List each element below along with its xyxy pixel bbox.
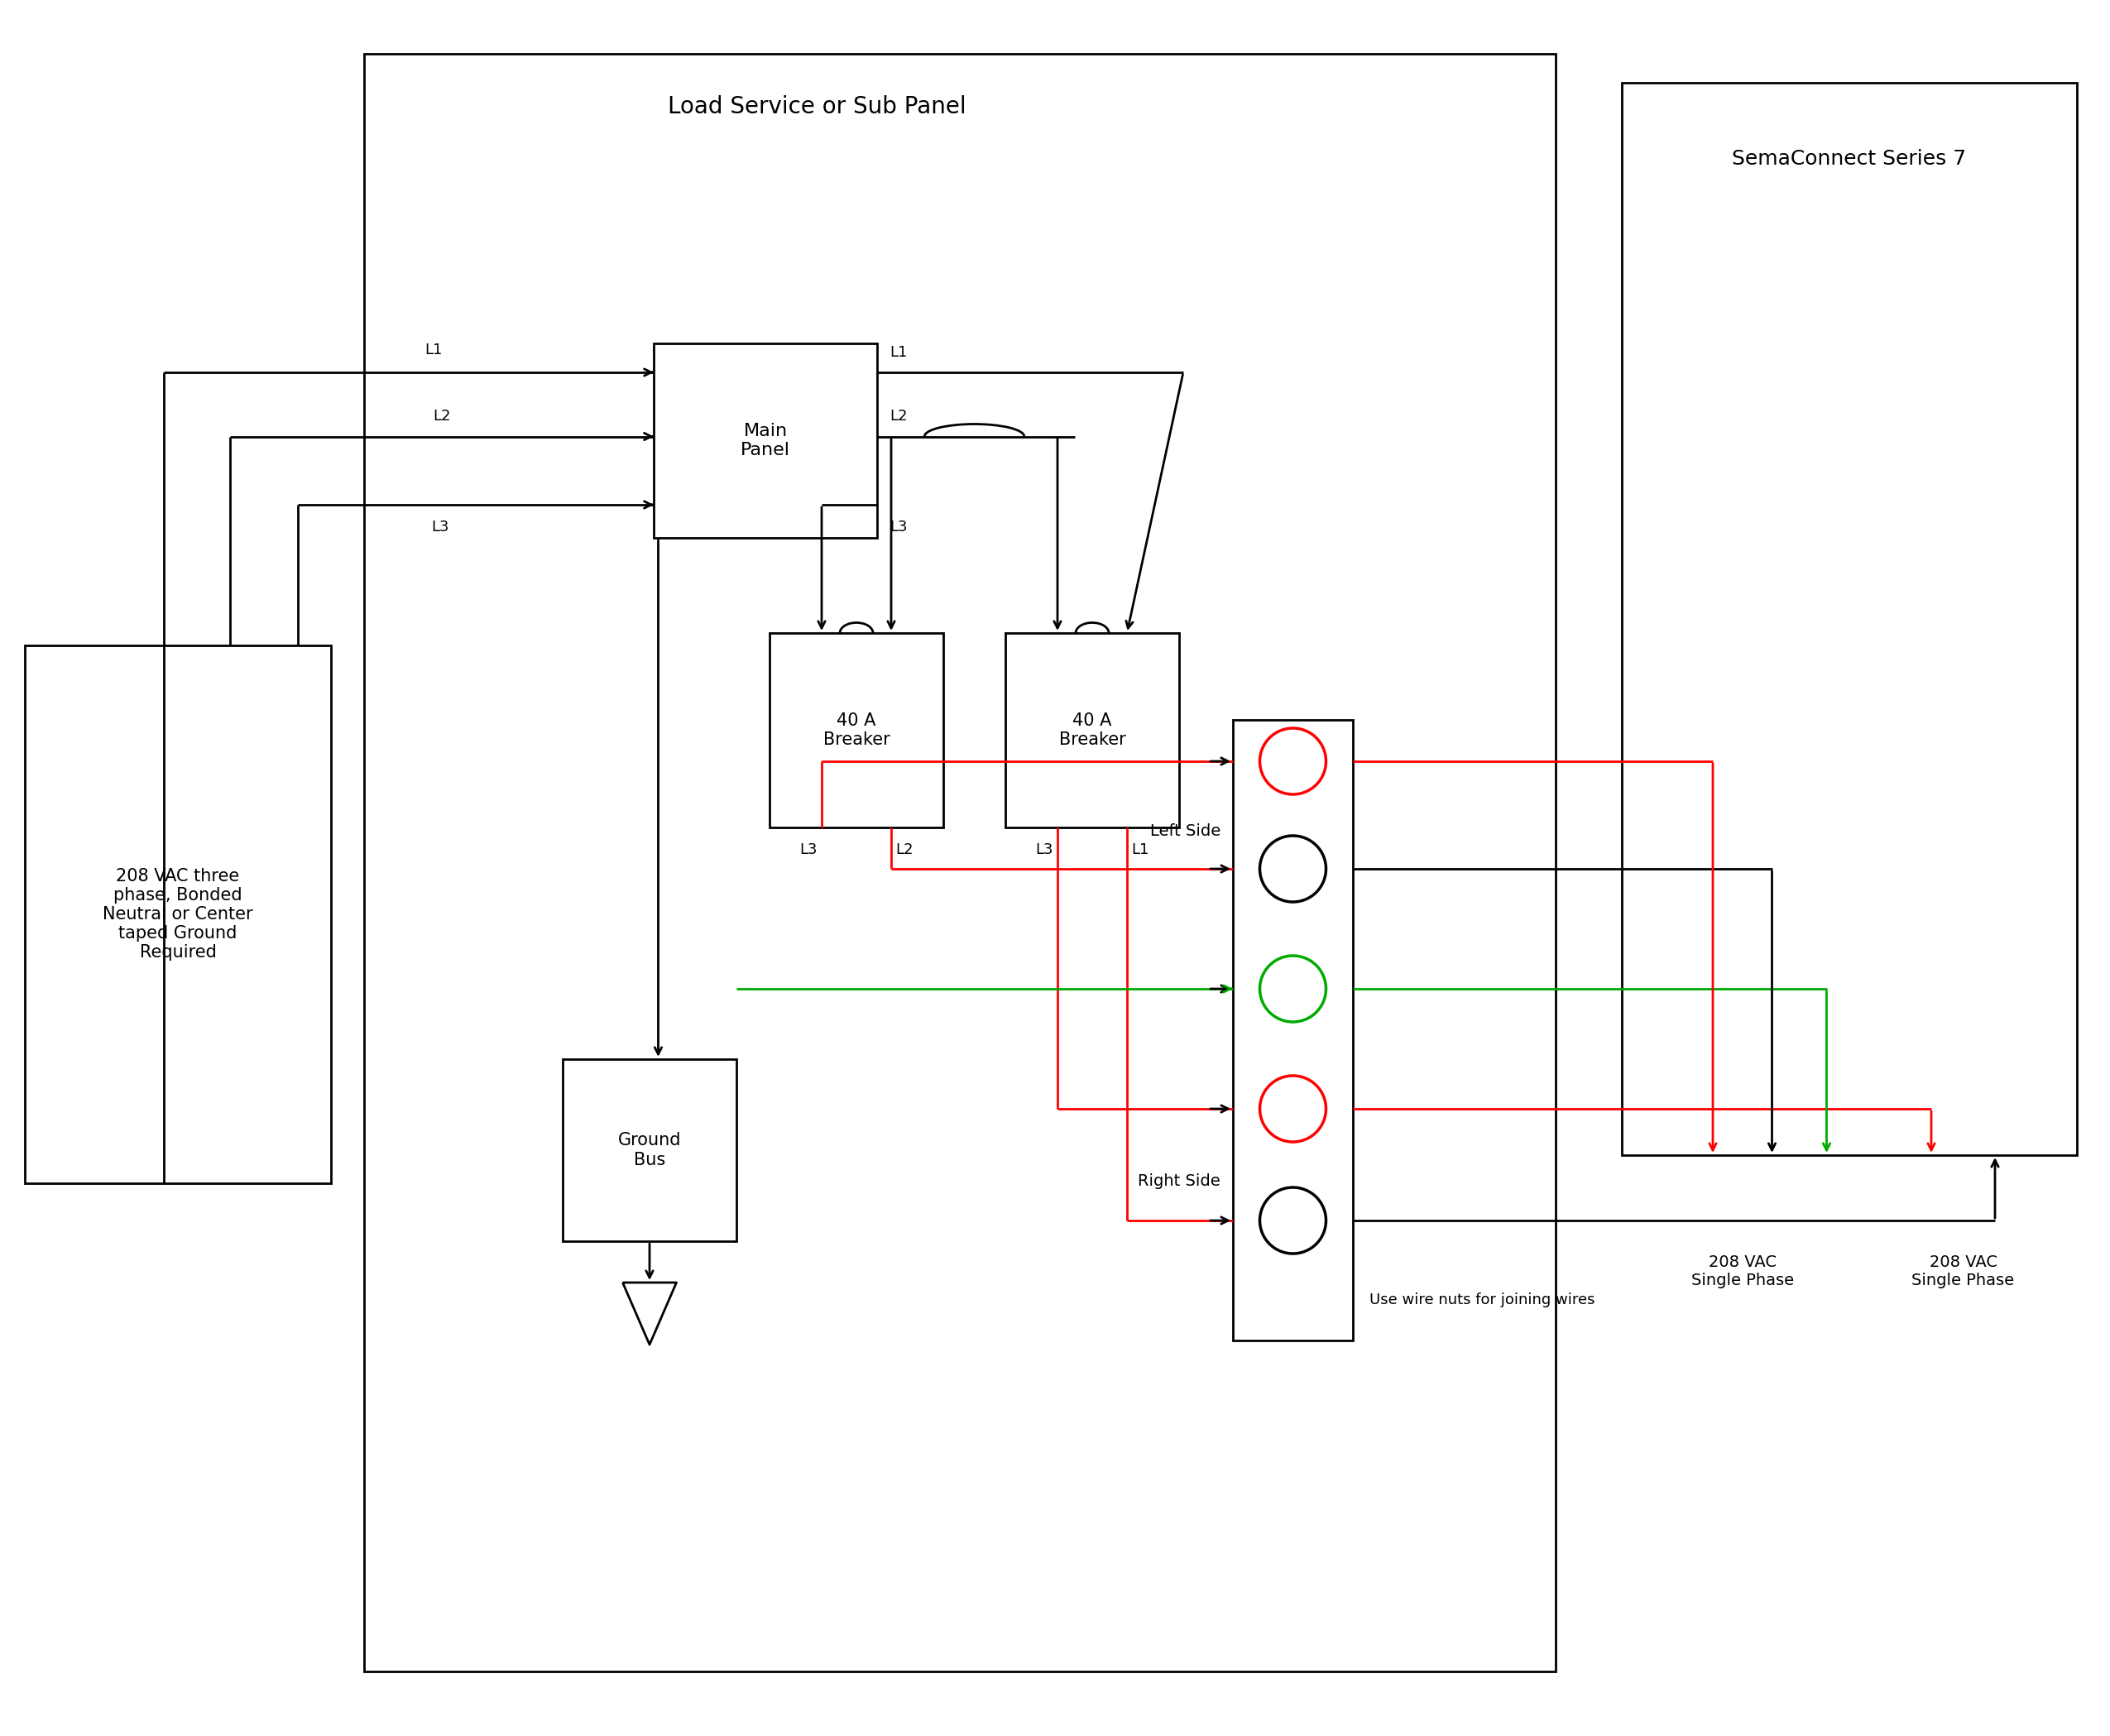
Text: 40 A
Breaker: 40 A Breaker	[823, 712, 890, 748]
Bar	[365, 54, 1555, 1672]
Text: 208 VAC
Single Phase: 208 VAC Single Phase	[1690, 1255, 1793, 1288]
Text: Use wire nuts for joining wires: Use wire nuts for joining wires	[1369, 1293, 1595, 1307]
Text: L1: L1	[1131, 842, 1148, 858]
Bar	[1623, 83, 2076, 1154]
Circle shape	[1260, 1187, 1325, 1253]
Text: L1: L1	[424, 342, 443, 358]
Circle shape	[1260, 727, 1325, 795]
Text: 208 VAC
Single Phase: 208 VAC Single Phase	[1912, 1255, 2015, 1288]
Text: SemaConnect Series 7: SemaConnect Series 7	[1732, 149, 1967, 168]
Text: Ground
Bus: Ground Bus	[618, 1132, 682, 1168]
Text: L2: L2	[433, 410, 452, 424]
Text: L2: L2	[895, 842, 914, 858]
Text: L3: L3	[890, 519, 907, 535]
Circle shape	[1260, 957, 1325, 1023]
Bar	[654, 344, 878, 538]
Circle shape	[1260, 1076, 1325, 1142]
Text: L1: L1	[890, 345, 907, 359]
Text: L3: L3	[1036, 842, 1053, 858]
Text: 208 VAC three
phase, Bonded
Neutral or Center
taped Ground
Required: 208 VAC three phase, Bonded Neutral or C…	[103, 868, 253, 962]
Bar	[1004, 634, 1179, 828]
Text: Load Service or Sub Panel: Load Service or Sub Panel	[667, 95, 966, 118]
Text: L3: L3	[800, 842, 817, 858]
Text: L3: L3	[430, 519, 449, 535]
Text: 40 A
Breaker: 40 A Breaker	[1059, 712, 1125, 748]
Text: Main
Panel: Main Panel	[741, 424, 791, 458]
Circle shape	[1260, 835, 1325, 903]
Text: Left Side: Left Side	[1150, 823, 1220, 840]
Bar	[1232, 720, 1353, 1340]
Text: Right Side: Right Side	[1137, 1174, 1220, 1189]
Bar	[25, 646, 331, 1184]
Bar	[563, 1059, 736, 1241]
Bar	[770, 634, 943, 828]
Text: L2: L2	[890, 410, 907, 424]
